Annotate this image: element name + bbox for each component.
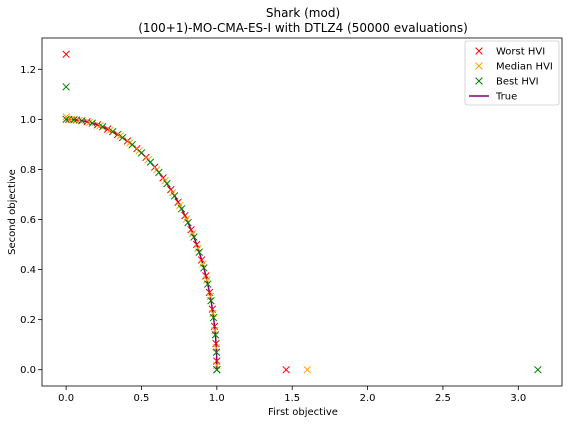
plot-area-frame (41, 37, 563, 387)
true-front-line (66, 118, 218, 370)
x-axis-label: First objective (268, 407, 338, 418)
y-tick-label: 0.2 (20, 315, 36, 326)
best-hvi-point (195, 248, 203, 256)
best-hvi-point (155, 168, 163, 177)
best-hvi-point (212, 348, 221, 357)
worst-hvi-series (62, 50, 290, 374)
legend-marker-swatch (475, 47, 483, 55)
best-hvi-point (170, 192, 179, 200)
best-hvi-point (163, 179, 171, 188)
best-hvi-point (190, 233, 198, 241)
median-hvi-point (96, 122, 104, 130)
best-hvi-series (62, 83, 542, 374)
best-hvi-point (70, 115, 78, 124)
x-tick-label: 2.0 (360, 393, 376, 404)
x-tick-label: 1.0 (209, 393, 225, 404)
worst-hvi-point (93, 121, 102, 129)
best-hvi-point (128, 140, 136, 149)
best-hvi-point (98, 123, 107, 131)
legend-label: True (495, 92, 517, 103)
legend-marker-swatch (475, 77, 483, 85)
best-hvi-point (108, 127, 117, 136)
legend-item-median-hvi: Median HVI (475, 62, 553, 73)
best-hvi-point (213, 365, 221, 374)
y-axis: 0.0 0.2 0.4 0.6 0.8 1.0 1.2 (20, 65, 42, 376)
median-hvi-point (62, 113, 70, 121)
y-tick-label: 0.8 (20, 165, 36, 176)
y-tick-label: 1.2 (20, 65, 36, 76)
best-hvi-point (62, 83, 70, 91)
legend-marker-swatch (475, 62, 483, 70)
best-hvi-point (177, 205, 186, 213)
best-hvi-point (146, 158, 155, 166)
y-axis-label: Second objective (7, 169, 18, 255)
y-tick-label: 0.6 (20, 215, 36, 226)
best-hvi-point (209, 313, 218, 322)
legend-label: Worst HVI (496, 47, 545, 58)
y-tick-label: 0.4 (20, 265, 36, 276)
legend-item-true: True (469, 92, 517, 103)
chart-title-line1: Shark (mod) (266, 6, 340, 20)
y-tick-label: 0.0 (20, 365, 36, 376)
best-hvi-point (78, 116, 86, 125)
best-hvi-point (88, 119, 97, 127)
median-hvi-point (85, 118, 94, 127)
x-tick-label: 2.5 (435, 393, 451, 404)
median-hvi-point (303, 365, 312, 374)
chart-title-line2: (100+1)-MO-CMA-ES-I with DTLZ4 (50000 ev… (138, 21, 468, 35)
legend-item-best-hvi: Best HVI (475, 77, 539, 88)
best-hvi-point (137, 149, 146, 157)
best-hvi-point (184, 218, 192, 227)
plot-marks (62, 50, 542, 374)
worst-hvi-point (62, 50, 70, 59)
x-axis: 0.0 0.5 1.0 1.5 2.0 2.5 3.0 (58, 386, 526, 404)
worst-hvi-point (103, 125, 112, 133)
legend-item-worst-hvi: Worst HVI (475, 47, 545, 58)
y-tick-label: 1.0 (20, 115, 36, 126)
legend: Worst HVI Median HVI Best HVI True (464, 40, 560, 106)
median-hvi-point (116, 132, 124, 140)
legend-label: Median HVI (496, 62, 553, 73)
best-hvi-point (203, 280, 212, 288)
legend-label: Best HVI (496, 77, 539, 88)
best-hvi-point (118, 133, 127, 142)
x-tick-label: 0.5 (134, 393, 150, 404)
best-hvi-point (62, 115, 70, 124)
median-hvi-point (106, 126, 114, 135)
x-tick-label: 1.5 (284, 393, 300, 404)
legend-box (464, 40, 560, 106)
best-hvi-point (534, 365, 542, 374)
x-tick-label: 0.0 (58, 393, 74, 404)
worst-hvi-point (282, 365, 290, 374)
best-hvi-point (200, 264, 208, 272)
median-hvi-series (62, 113, 312, 374)
x-tick-label: 3.0 (510, 393, 526, 404)
best-hvi-point (207, 296, 215, 305)
best-hvi-point (211, 331, 220, 339)
